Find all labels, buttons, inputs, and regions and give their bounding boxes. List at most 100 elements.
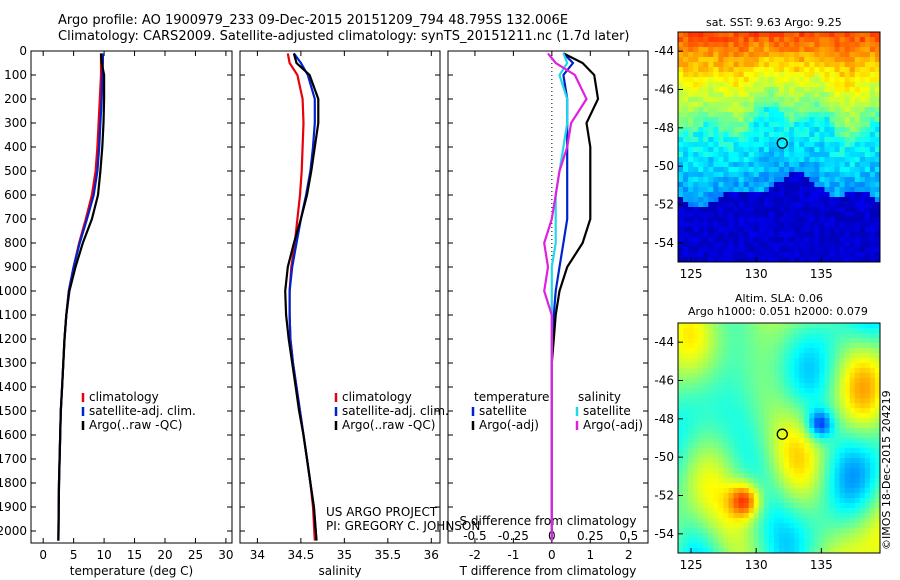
heatmap-cell xyxy=(839,242,846,248)
heatmap-cell xyxy=(703,137,709,143)
heatmap-cell xyxy=(844,177,851,183)
heatmap-cell xyxy=(678,503,684,509)
heatmap-cell xyxy=(728,147,734,153)
heatmap-cell xyxy=(819,353,825,359)
heatmap-cell xyxy=(809,543,815,549)
heatmap-cell xyxy=(869,167,876,173)
heatmap-cell xyxy=(839,373,846,379)
heatmap-cell xyxy=(738,528,745,534)
heatmap-cell xyxy=(738,498,745,504)
heatmap-cell xyxy=(683,72,689,78)
heatmap-cell xyxy=(864,62,871,68)
heatmap-cell xyxy=(814,122,820,128)
heatmap-cell xyxy=(768,252,775,258)
heatmap-cell xyxy=(733,483,739,489)
heatmap-cell xyxy=(713,117,719,123)
heatmap-cell xyxy=(708,453,714,459)
heatmap-cell xyxy=(773,237,780,243)
heatmap-cell xyxy=(723,92,729,98)
heatmap-cell xyxy=(779,498,785,504)
heatmap-cell xyxy=(874,62,881,68)
heatmap-cell xyxy=(763,533,770,539)
heatmap-cell xyxy=(779,458,785,464)
heatmap-cell xyxy=(743,77,750,83)
heatmap-cell xyxy=(784,42,790,48)
heatmap-cell xyxy=(693,122,699,128)
heatmap-cell xyxy=(804,468,810,474)
heatmap-cell xyxy=(799,187,805,193)
heatmap-cell xyxy=(819,52,825,58)
heatmap-cell xyxy=(698,418,704,424)
heatmap-cell xyxy=(789,132,795,138)
heatmap-cell xyxy=(708,122,714,128)
heatmap-cell xyxy=(789,137,795,143)
heatmap-cell xyxy=(693,408,699,414)
heatmap-cell xyxy=(728,518,734,524)
heatmap-cell xyxy=(713,192,719,198)
heatmap-cell xyxy=(678,187,684,193)
heatmap-cell xyxy=(859,528,866,534)
heatmap-cell xyxy=(688,217,694,223)
heatmap-cell xyxy=(763,343,770,349)
heatmap-cell xyxy=(713,403,719,409)
heatmap-cell xyxy=(693,548,699,554)
heatmap-cell xyxy=(779,338,785,344)
heatmap-cell xyxy=(874,393,881,399)
heatmap-cell xyxy=(773,137,780,143)
sla-map-title-1: Altim. SLA: 0.06 xyxy=(735,292,824,305)
heatmap-cell xyxy=(869,383,876,389)
heatmap-cell xyxy=(748,433,755,439)
heatmap-cell xyxy=(703,408,709,414)
heatmap-cell xyxy=(834,503,840,509)
heatmap-cell xyxy=(758,408,765,414)
heatmap-cell xyxy=(814,97,820,103)
heatmap-cell xyxy=(819,388,825,394)
heatmap-cell xyxy=(748,202,755,208)
heatmap-cell xyxy=(713,87,719,93)
heatmap-cell xyxy=(708,152,714,158)
heatmap-cell xyxy=(789,493,795,499)
heatmap-cell xyxy=(738,107,745,113)
heatmap-cell xyxy=(859,463,866,469)
heatmap-cell xyxy=(799,217,805,223)
heatmap-cell xyxy=(829,468,835,474)
heatmap-cell xyxy=(723,132,729,138)
heatmap-cell xyxy=(839,338,846,344)
heatmap-cell xyxy=(814,92,820,98)
heatmap-cell xyxy=(738,177,745,183)
heatmap-cell xyxy=(703,152,709,158)
heatmap-cell xyxy=(829,177,835,183)
heatmap-cell xyxy=(753,92,760,98)
heatmap-cell xyxy=(874,187,881,193)
heatmap-cell xyxy=(839,493,846,499)
heatmap-cell xyxy=(718,323,724,329)
heatmap-cell xyxy=(768,132,775,138)
heatmap-cell xyxy=(678,343,684,349)
heatmap-cell xyxy=(799,383,805,389)
heatmap-cell xyxy=(834,523,840,529)
heatmap-cell xyxy=(713,212,719,218)
heatmap-cell xyxy=(854,473,861,479)
heatmap-cell xyxy=(708,523,714,529)
heatmap-cell xyxy=(753,538,760,544)
heatmap-cell xyxy=(814,37,820,43)
heatmap-cell xyxy=(683,423,689,429)
heatmap-cell xyxy=(718,538,724,544)
heatmap-cell xyxy=(683,533,689,539)
heatmap-cell xyxy=(824,242,830,248)
heatmap-cell xyxy=(763,157,770,163)
heatmap-cell xyxy=(824,252,830,258)
heatmap-cell xyxy=(758,82,765,88)
heatmap-cell xyxy=(693,72,699,78)
heatmap-cell xyxy=(859,473,866,479)
heatmap-cell xyxy=(869,393,876,399)
heatmap-cell xyxy=(693,247,699,253)
heatmap-cell xyxy=(819,483,825,489)
heatmap-cell xyxy=(789,348,795,354)
heatmap-cell xyxy=(784,368,790,374)
heatmap-cell xyxy=(698,247,704,253)
heatmap-cell xyxy=(743,358,750,364)
heatmap-cell xyxy=(728,62,734,68)
heatmap-cell xyxy=(784,478,790,484)
heatmap-cell xyxy=(789,162,795,168)
